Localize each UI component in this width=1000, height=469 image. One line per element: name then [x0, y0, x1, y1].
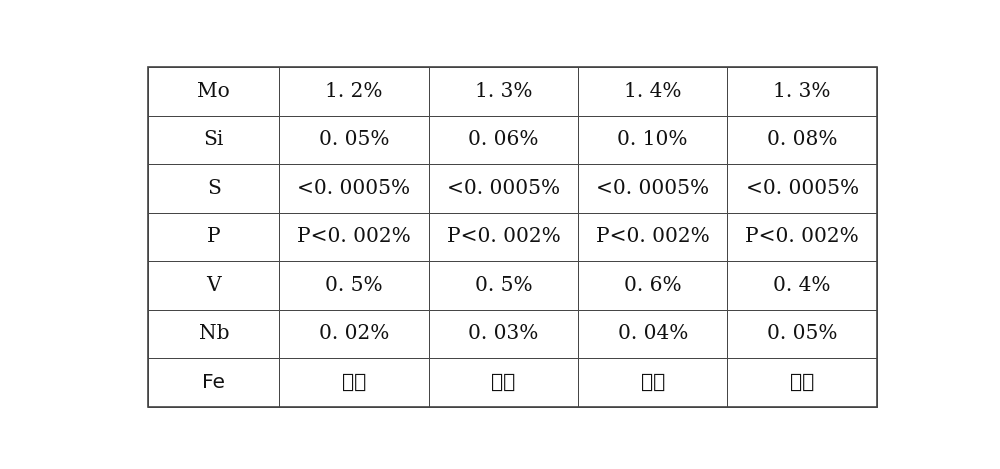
Bar	[727, 212, 877, 261]
Bar	[429, 261, 578, 310]
Text: 0. 08%: 0. 08%	[767, 130, 837, 149]
Bar	[279, 212, 429, 261]
Text: S: S	[207, 179, 221, 198]
Text: 1. 4%: 1. 4%	[624, 82, 681, 101]
Text: Fe: Fe	[202, 373, 225, 392]
Text: P: P	[207, 227, 221, 246]
Bar	[429, 310, 578, 358]
Bar	[429, 116, 578, 164]
Text: V: V	[207, 276, 221, 295]
Text: P<0. 002%: P<0. 002%	[745, 227, 859, 246]
Text: 余量: 余量	[790, 373, 814, 392]
Text: 0. 4%: 0. 4%	[773, 276, 831, 295]
Text: 0. 5%: 0. 5%	[475, 276, 532, 295]
Text: 余量: 余量	[491, 373, 516, 392]
Bar	[429, 358, 578, 407]
Bar	[148, 164, 279, 212]
Bar	[578, 310, 727, 358]
Bar	[148, 116, 279, 164]
Text: 0. 05%: 0. 05%	[767, 325, 837, 343]
Text: 0. 06%: 0. 06%	[468, 130, 539, 149]
Bar	[429, 164, 578, 212]
Bar	[578, 212, 727, 261]
Bar	[429, 212, 578, 261]
Text: 1. 2%: 1. 2%	[325, 82, 383, 101]
Text: Si: Si	[204, 130, 224, 149]
Bar	[727, 358, 877, 407]
Bar	[148, 310, 279, 358]
Bar	[578, 261, 727, 310]
Bar	[578, 164, 727, 212]
Bar	[148, 212, 279, 261]
Bar	[279, 261, 429, 310]
Text: Mo: Mo	[197, 82, 230, 101]
Bar	[279, 67, 429, 116]
Bar	[279, 164, 429, 212]
Bar	[727, 116, 877, 164]
Text: 0. 5%: 0. 5%	[325, 276, 383, 295]
Bar	[727, 164, 877, 212]
Bar	[148, 358, 279, 407]
Text: Nb: Nb	[199, 325, 229, 343]
Text: 0. 04%: 0. 04%	[618, 325, 688, 343]
Text: <0. 0005%: <0. 0005%	[297, 179, 411, 198]
Bar	[148, 67, 279, 116]
Bar	[279, 116, 429, 164]
Text: 1. 3%: 1. 3%	[773, 82, 831, 101]
Text: P<0. 002%: P<0. 002%	[297, 227, 411, 246]
Bar	[578, 358, 727, 407]
Bar	[429, 67, 578, 116]
Bar	[578, 116, 727, 164]
Text: 0. 05%: 0. 05%	[319, 130, 389, 149]
Text: <0. 0005%: <0. 0005%	[447, 179, 560, 198]
Text: P<0. 002%: P<0. 002%	[447, 227, 560, 246]
Bar	[727, 310, 877, 358]
Bar	[578, 67, 727, 116]
Bar	[148, 261, 279, 310]
Bar	[279, 310, 429, 358]
Text: 0. 03%: 0. 03%	[468, 325, 539, 343]
Text: 余量: 余量	[342, 373, 366, 392]
Text: 余量: 余量	[641, 373, 665, 392]
Text: 0. 10%: 0. 10%	[617, 130, 688, 149]
Text: <0. 0005%: <0. 0005%	[746, 179, 859, 198]
Bar	[727, 261, 877, 310]
Bar	[727, 67, 877, 116]
Text: P<0. 002%: P<0. 002%	[596, 227, 710, 246]
Bar	[279, 358, 429, 407]
Text: <0. 0005%: <0. 0005%	[596, 179, 709, 198]
Text: 0. 6%: 0. 6%	[624, 276, 682, 295]
Text: 0. 02%: 0. 02%	[319, 325, 389, 343]
Text: 1. 3%: 1. 3%	[475, 82, 532, 101]
